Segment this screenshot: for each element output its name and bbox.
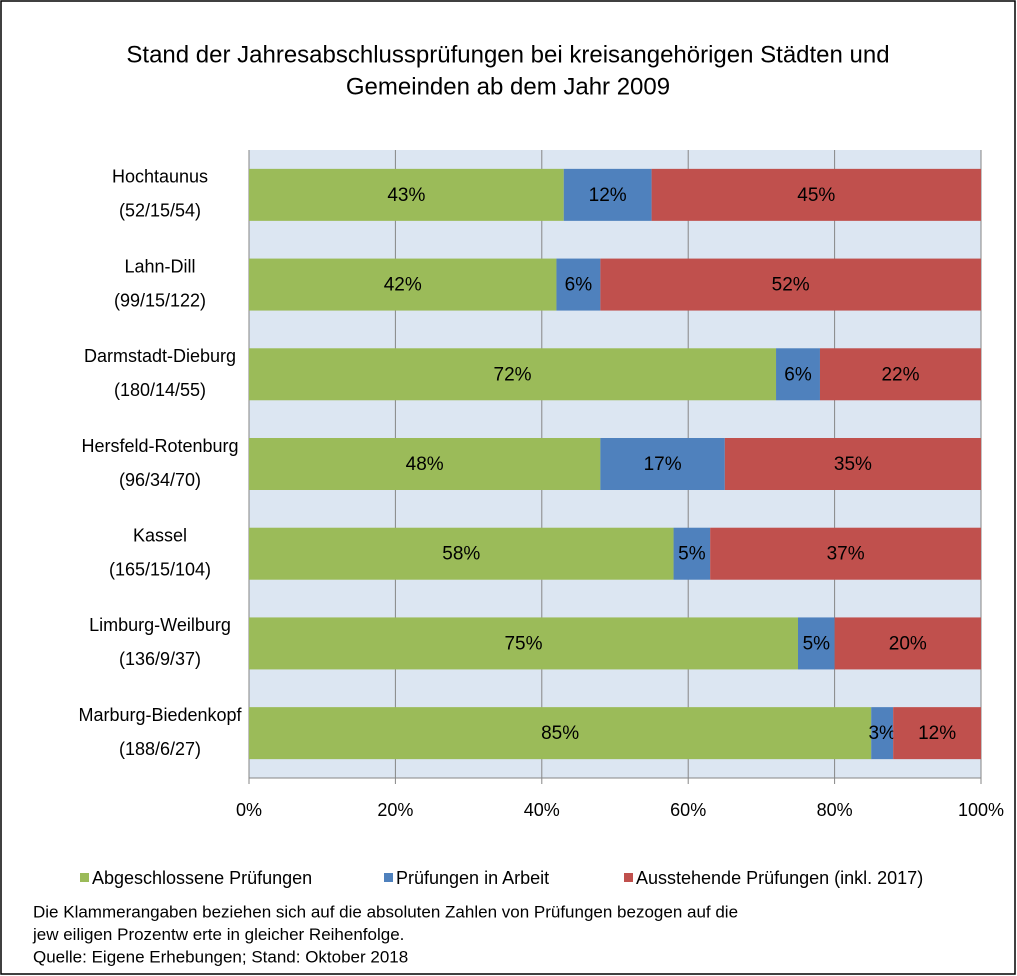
- value-label: 58%: [442, 544, 480, 565]
- value-label: 12%: [918, 723, 956, 744]
- bar-segment: [563, 168, 652, 221]
- bar-segment: [249, 168, 564, 221]
- value-label: 48%: [406, 454, 444, 475]
- category-label: (136/9/37): [119, 649, 201, 669]
- value-label: 75%: [504, 633, 542, 654]
- x-tick-label: 40%: [524, 800, 560, 820]
- value-label: 5%: [678, 544, 706, 565]
- bar-segment: [249, 617, 798, 670]
- value-label: 22%: [881, 364, 919, 385]
- value-label: 6%: [565, 275, 593, 296]
- bar-segment: [249, 348, 777, 401]
- category-label: Hochtaunus: [112, 167, 208, 187]
- bar-segment: [710, 527, 981, 580]
- category-label: (180/14/55): [114, 380, 206, 400]
- bar-segment: [673, 527, 711, 580]
- bar-segment: [249, 438, 601, 490]
- value-label: 6%: [784, 364, 812, 385]
- value-label: 43%: [387, 185, 425, 206]
- value-label: 42%: [384, 275, 422, 296]
- category-label: Limburg-Weilburg: [89, 615, 231, 635]
- legend-swatch: [80, 873, 89, 882]
- bar-segment: [834, 617, 981, 670]
- category-label: (165/15/104): [109, 559, 211, 579]
- bar-segment: [798, 617, 835, 670]
- legend-label: Abgeschlossene Prüfungen: [92, 868, 312, 888]
- bar-segment: [651, 168, 981, 221]
- category-label: Marburg-Biedenkopf: [78, 705, 242, 725]
- bar-segment: [249, 527, 674, 580]
- value-label: 35%: [834, 454, 872, 475]
- value-label: 3%: [868, 723, 896, 744]
- bar-segment: [893, 707, 981, 760]
- value-label: 85%: [541, 723, 579, 744]
- bar-segment: [871, 707, 894, 760]
- value-label: 72%: [494, 364, 532, 385]
- bar-segment: [819, 348, 981, 401]
- chart-title: Gemeinden ab dem Jahr 2009: [346, 73, 670, 100]
- bar-segment: [776, 348, 820, 401]
- x-tick-label: 0%: [236, 800, 262, 820]
- category-label: Kassel: [133, 525, 187, 545]
- value-label: 20%: [889, 633, 927, 654]
- bar-segment: [600, 438, 725, 490]
- bar-segment: [600, 258, 981, 311]
- x-tick-label: 80%: [817, 800, 853, 820]
- note: jew eiligen Prozentw erte in gleicher Re…: [32, 925, 404, 944]
- bar-segment: [249, 258, 557, 311]
- x-tick-label: 20%: [377, 800, 413, 820]
- legend-label: Ausstehende Prüfungen (inkl. 2017): [636, 868, 923, 888]
- x-tick-label: 100%: [958, 800, 1004, 820]
- value-label: 45%: [797, 185, 835, 206]
- legend-swatch: [384, 873, 393, 882]
- legend-label: Prüfungen in Arbeit: [396, 868, 549, 888]
- value-label: 17%: [644, 454, 682, 475]
- note: Die Klammerangaben beziehen sich auf die…: [33, 902, 738, 921]
- bar-segment: [556, 258, 601, 311]
- category-label: Darmstadt-Dieburg: [84, 346, 236, 366]
- bar-segment: [724, 438, 981, 490]
- value-label: 52%: [772, 275, 810, 296]
- legend-swatch: [624, 873, 633, 882]
- category-label: (96/34/70): [119, 470, 201, 490]
- category-label: (52/15/54): [119, 201, 201, 221]
- bar-segment: [249, 707, 872, 760]
- value-label: 12%: [589, 185, 627, 206]
- category-label: Hersfeld-Rotenburg: [81, 436, 238, 456]
- value-label: 37%: [827, 544, 865, 565]
- note: Quelle: Eigene Erhebungen; Stand: Oktobe…: [33, 947, 408, 966]
- value-label: 5%: [803, 633, 831, 654]
- category-label: Lahn-Dill: [124, 256, 195, 276]
- category-label: (188/6/27): [119, 739, 201, 759]
- category-label: (99/15/122): [114, 290, 206, 310]
- x-tick-label: 60%: [670, 800, 706, 820]
- chart-title: Stand der Jahresabschlussprüfungen bei k…: [126, 41, 889, 68]
